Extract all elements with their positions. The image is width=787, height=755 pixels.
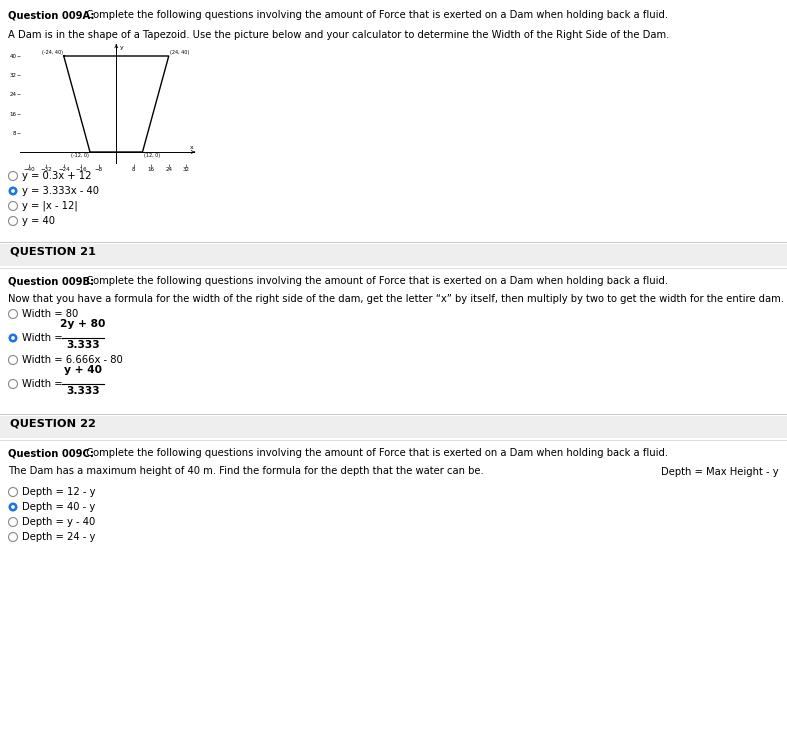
Bar xyxy=(0,416,787,438)
Text: y = 40: y = 40 xyxy=(22,216,55,226)
Text: Complete the following questions involving the amount of Force that is exerted o: Complete the following questions involvi… xyxy=(80,448,668,458)
Circle shape xyxy=(9,186,17,196)
Text: Question 009A:: Question 009A: xyxy=(8,10,94,20)
Text: Complete the following questions involving the amount of Force that is exerted o: Complete the following questions involvi… xyxy=(80,10,668,20)
Text: Width =: Width = xyxy=(22,333,66,343)
Text: 2y + 80: 2y + 80 xyxy=(61,319,105,329)
Text: Depth = y - 40: Depth = y - 40 xyxy=(22,517,95,527)
Text: Question 009C:: Question 009C: xyxy=(8,448,94,458)
Text: QUESTION 22: QUESTION 22 xyxy=(10,418,96,428)
Text: A Dam is in the shape of a Tapezoid. Use the picture below and your calculator t: A Dam is in the shape of a Tapezoid. Use… xyxy=(8,30,670,40)
Text: Width = 6.666x - 80: Width = 6.666x - 80 xyxy=(22,355,123,365)
Text: 3.333: 3.333 xyxy=(66,340,100,350)
Text: y = |x - 12|: y = |x - 12| xyxy=(22,201,78,211)
Circle shape xyxy=(11,336,15,340)
Text: x: x xyxy=(190,145,194,150)
Text: Width = 80: Width = 80 xyxy=(22,309,78,319)
Text: (-12, 0): (-12, 0) xyxy=(71,153,89,158)
Text: Question 009B:: Question 009B: xyxy=(8,276,94,286)
Text: Depth = 24 - y: Depth = 24 - y xyxy=(22,532,95,542)
Circle shape xyxy=(11,505,15,509)
Text: Complete the following questions involving the amount of Force that is exerted o: Complete the following questions involvi… xyxy=(80,276,668,286)
Text: y = 3.333x - 40: y = 3.333x - 40 xyxy=(22,186,99,196)
Text: Depth = 40 - y: Depth = 40 - y xyxy=(22,502,95,512)
Text: Depth = Max Height - y: Depth = Max Height - y xyxy=(661,467,779,477)
Text: (-24, 40): (-24, 40) xyxy=(42,51,63,55)
Circle shape xyxy=(9,334,17,343)
Text: (24, 40): (24, 40) xyxy=(170,51,189,55)
Text: Now that you have a formula for the width of the right side of the dam, get the : Now that you have a formula for the widt… xyxy=(8,294,784,304)
Circle shape xyxy=(9,503,17,511)
Text: The Dam has a maximum height of 40 m. Find the formula for the depth that the wa: The Dam has a maximum height of 40 m. Fi… xyxy=(8,466,484,476)
Text: y = 0.3x + 12: y = 0.3x + 12 xyxy=(22,171,91,181)
Text: y + 40: y + 40 xyxy=(64,365,102,375)
Circle shape xyxy=(11,189,15,193)
Text: y: y xyxy=(120,45,124,50)
Text: (12, 0): (12, 0) xyxy=(143,153,160,158)
Text: Width =: Width = xyxy=(22,379,66,389)
Text: QUESTION 21: QUESTION 21 xyxy=(10,246,96,256)
Bar xyxy=(0,244,787,266)
Text: Depth = 12 - y: Depth = 12 - y xyxy=(22,487,95,497)
Text: 3.333: 3.333 xyxy=(66,386,100,396)
